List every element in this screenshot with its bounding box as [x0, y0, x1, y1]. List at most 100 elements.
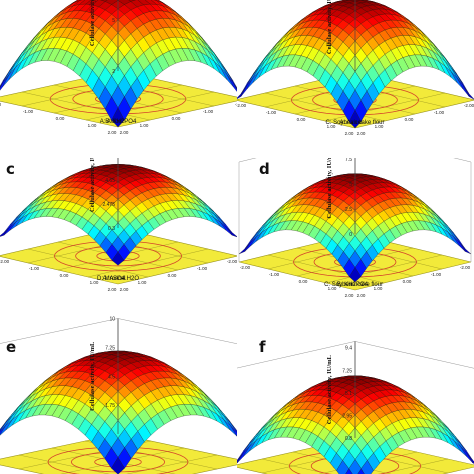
x-tick-label: -2.00: [0, 259, 10, 264]
y-tick-label: 1.00: [374, 286, 383, 291]
floor-contour: [49, 83, 187, 115]
y-axis-label: C: Soybean cake flour: [325, 120, 384, 126]
surface-cell: [460, 446, 473, 464]
z-axis-label: Cellulase activity, IU/mL: [89, 341, 96, 411]
response-surface: [237, 375, 474, 474]
y-tick-label: 0.00: [403, 279, 412, 284]
surface-cell: [240, 77, 254, 97]
surface-cell: [238, 242, 251, 255]
z-tick-label: 4.5: [108, 374, 115, 380]
floor-contour: [75, 245, 161, 267]
floor-contour: [313, 251, 397, 273]
z-tick-label: 7.25: [105, 345, 115, 351]
surface-panel-b: Cellulase activity, IU/mL -2.00 -1.00 0.00 1…: [237, 0, 474, 158]
panel-letter-c: c: [6, 160, 15, 178]
z-tick-label: 5: [349, 182, 352, 188]
z-axis-label: Cellulase activity, IU/mL: [326, 0, 333, 54]
response-surface: [237, 0, 474, 129]
z-tick-label: 10: [109, 317, 115, 323]
y-tick-label: -2.00: [235, 102, 237, 107]
y-tick-label: 0.00: [172, 116, 181, 121]
surface-panel-a: 257Cellulase activity, IU/mL-2.00-1.000.…: [0, 0, 237, 158]
x-tick-label: -1.00: [23, 109, 34, 114]
floor-contour: [47, 446, 189, 474]
x-tick-label: 0.00: [299, 279, 308, 284]
x-tick-label: 1.00: [90, 280, 99, 285]
x-tick-label: -2.00: [237, 103, 247, 108]
y-axis-label: D: MnSO4.H2O: [97, 276, 139, 282]
x-tick-label: -1.00: [29, 266, 40, 271]
x-tick-label: 2.00: [120, 130, 129, 135]
y-tick-label: 2.00: [345, 131, 354, 136]
surface-cell: [336, 460, 349, 474]
surface-cell: [348, 110, 362, 129]
panel-letter-d: d: [259, 160, 270, 178]
x-tick-label: 0.00: [297, 117, 306, 122]
y-tick-label: 1.00: [138, 280, 147, 285]
surface-cell: [348, 459, 362, 474]
surface-cell: [357, 468, 365, 474]
y-tick-label: -1.00: [203, 109, 214, 114]
surface-plot-e: 10 7.25 4.5 1.75 Cellulase activity, IU/mL: [0, 317, 237, 474]
surface-plot-f: 9.4 7.25 5.1 2.95 0.8 Cellulase activity, IU/…: [237, 341, 474, 474]
y-tick-label: 1.00: [140, 123, 149, 128]
x-tick-label: 0.00: [56, 116, 65, 121]
z-tick-label: 0.8: [345, 436, 352, 442]
surface-cell: [111, 107, 125, 128]
x-axis-label: A: Avicel: [100, 119, 123, 125]
x-tick-label: -2.00: [0, 102, 2, 107]
z-tick-label: 2.95: [342, 413, 352, 419]
x-axis-label: B: KH2PO4: [337, 282, 369, 288]
y-tick-label: -1.00: [197, 266, 208, 271]
z-tick-label: 7.5: [345, 158, 352, 163]
floor-contour: [310, 455, 400, 474]
z-tick-label: 1.75: [105, 403, 115, 409]
z-tick-label: 2.475: [102, 202, 115, 208]
y-tick-label: 0.00: [405, 117, 414, 122]
surface-cell: [225, 226, 237, 238]
floor-contour: [290, 84, 420, 116]
floor-contour: [293, 246, 417, 278]
surface-cell: [0, 226, 11, 237]
surface-plot-b: Cellulase activity, IU/mL -2.00 -1.00 0.00 1…: [237, 0, 474, 136]
surface-panel-f: 9.4 7.25 5.1 2.95 0.8 Cellulase activity, IU/…: [237, 316, 474, 474]
floor-contour: [70, 451, 166, 473]
x-tick-label: 1.00: [327, 124, 336, 129]
x-tick-label: -1.00: [266, 110, 277, 115]
y-tick-label: 1.00: [375, 124, 384, 129]
z-tick-label: 0: [349, 232, 352, 238]
x-tick-label: 2.00: [357, 293, 366, 298]
y-tick-label: -1.00: [431, 272, 442, 277]
x-tick-label: -1.00: [269, 272, 280, 277]
surface-cell: [361, 460, 374, 474]
surface-cell: [111, 457, 125, 474]
surface-cell: [219, 221, 233, 236]
y-tick-label: 2.00: [108, 287, 117, 292]
surface-cell: [453, 236, 466, 252]
z-tick-label: 5.1: [345, 391, 352, 397]
z-tick-label: 9.4: [345, 346, 352, 352]
z-tick-label: 2: [112, 69, 115, 75]
x-axis-label: A: Avicel: [340, 120, 363, 126]
surface-cell: [345, 468, 353, 474]
z-axis-label: Cellulase activity, IU/mL: [89, 158, 96, 212]
y-tick-label: -2.00: [227, 259, 237, 264]
surface-cell: [2, 67, 16, 87]
y-tick-label: -1.00: [434, 110, 445, 115]
y-axis-label: B: KH2PO4: [105, 119, 137, 125]
x-tick-label: 0.00: [60, 273, 69, 278]
surface-plot-a: 257Cellulase activity, IU/mL-2.00-1.000.…: [0, 0, 237, 135]
z-axis-label: Cellulase activity, IU/mL: [326, 354, 333, 424]
y-tick-label: -2.00: [464, 103, 474, 108]
surface-cell: [3, 221, 17, 236]
z-tick-label: 2.5: [345, 207, 352, 213]
surface-cell: [459, 242, 472, 255]
surface-cell: [237, 446, 250, 464]
surface-cell: [349, 267, 361, 283]
y-tick-label: 2.00: [345, 293, 354, 298]
y-tick-label: 0.00: [168, 273, 177, 278]
